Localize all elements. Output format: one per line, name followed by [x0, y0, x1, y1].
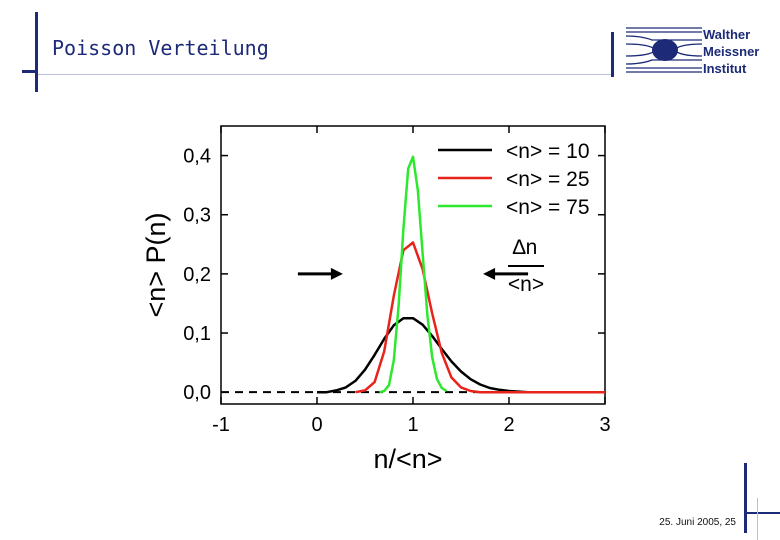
series-line-75 [379, 155, 448, 394]
footer-accent-line [744, 512, 780, 514]
left-accent-stub [22, 70, 36, 73]
y-tick-label: 0,2 [183, 264, 211, 286]
footer-accent-bar [744, 463, 747, 533]
legend: <n> = 10 <n> = 25 <n> = 75 [438, 140, 590, 219]
legend-label-10: <n> = 10 [506, 140, 590, 163]
title-underline [38, 74, 613, 75]
width-annotation: ∆n <n> [297, 236, 544, 296]
x-tick-label: 2 [503, 414, 514, 436]
axis-ticks [220, 126, 606, 404]
axis-tick-labels: -1 0 1 2 3 0,0 0,1 0,2 0,3 0,4 [183, 146, 610, 436]
x-axis-title: n/<n> [373, 444, 442, 474]
legend-label-25: <n> = 25 [506, 168, 590, 191]
axis-titles: n/<n> <n> P(n) [141, 212, 443, 474]
series-lines [221, 155, 605, 394]
footer-date: 25. Juni 2005, 25 [659, 517, 736, 528]
x-tick-label: 1 [407, 414, 418, 436]
slide-title: Poisson Verteilung [52, 36, 269, 60]
y-tick-label: 0,3 [183, 205, 211, 227]
series-line-10 [317, 316, 605, 394]
logo-text-line-1: Walther [703, 27, 751, 42]
y-tick-label: 0,0 [183, 382, 211, 404]
y-axis-title: <n> P(n) [141, 212, 171, 317]
y-tick-label: 0,1 [183, 323, 211, 345]
footer-thin-line [757, 498, 758, 540]
annotation-denominator: <n> [508, 273, 544, 296]
institute-logo [625, 27, 703, 73]
arrow-right-head [483, 267, 496, 280]
left-accent-bar [35, 12, 38, 92]
x-tick-label: 3 [599, 414, 610, 436]
x-tick-label: -1 [212, 414, 230, 436]
x-tick-label: 0 [311, 414, 322, 436]
legend-label-75: <n> = 75 [506, 196, 590, 219]
annotation-numerator: ∆n [513, 236, 538, 259]
arrow-left-head [330, 267, 343, 280]
logo-text-line-2: Meissner [703, 44, 760, 59]
y-tick-label: 0,4 [183, 146, 211, 168]
logo-text-line-3: Institut [703, 61, 747, 76]
right-accent-bar [611, 32, 614, 77]
series-line-25 [355, 241, 605, 394]
